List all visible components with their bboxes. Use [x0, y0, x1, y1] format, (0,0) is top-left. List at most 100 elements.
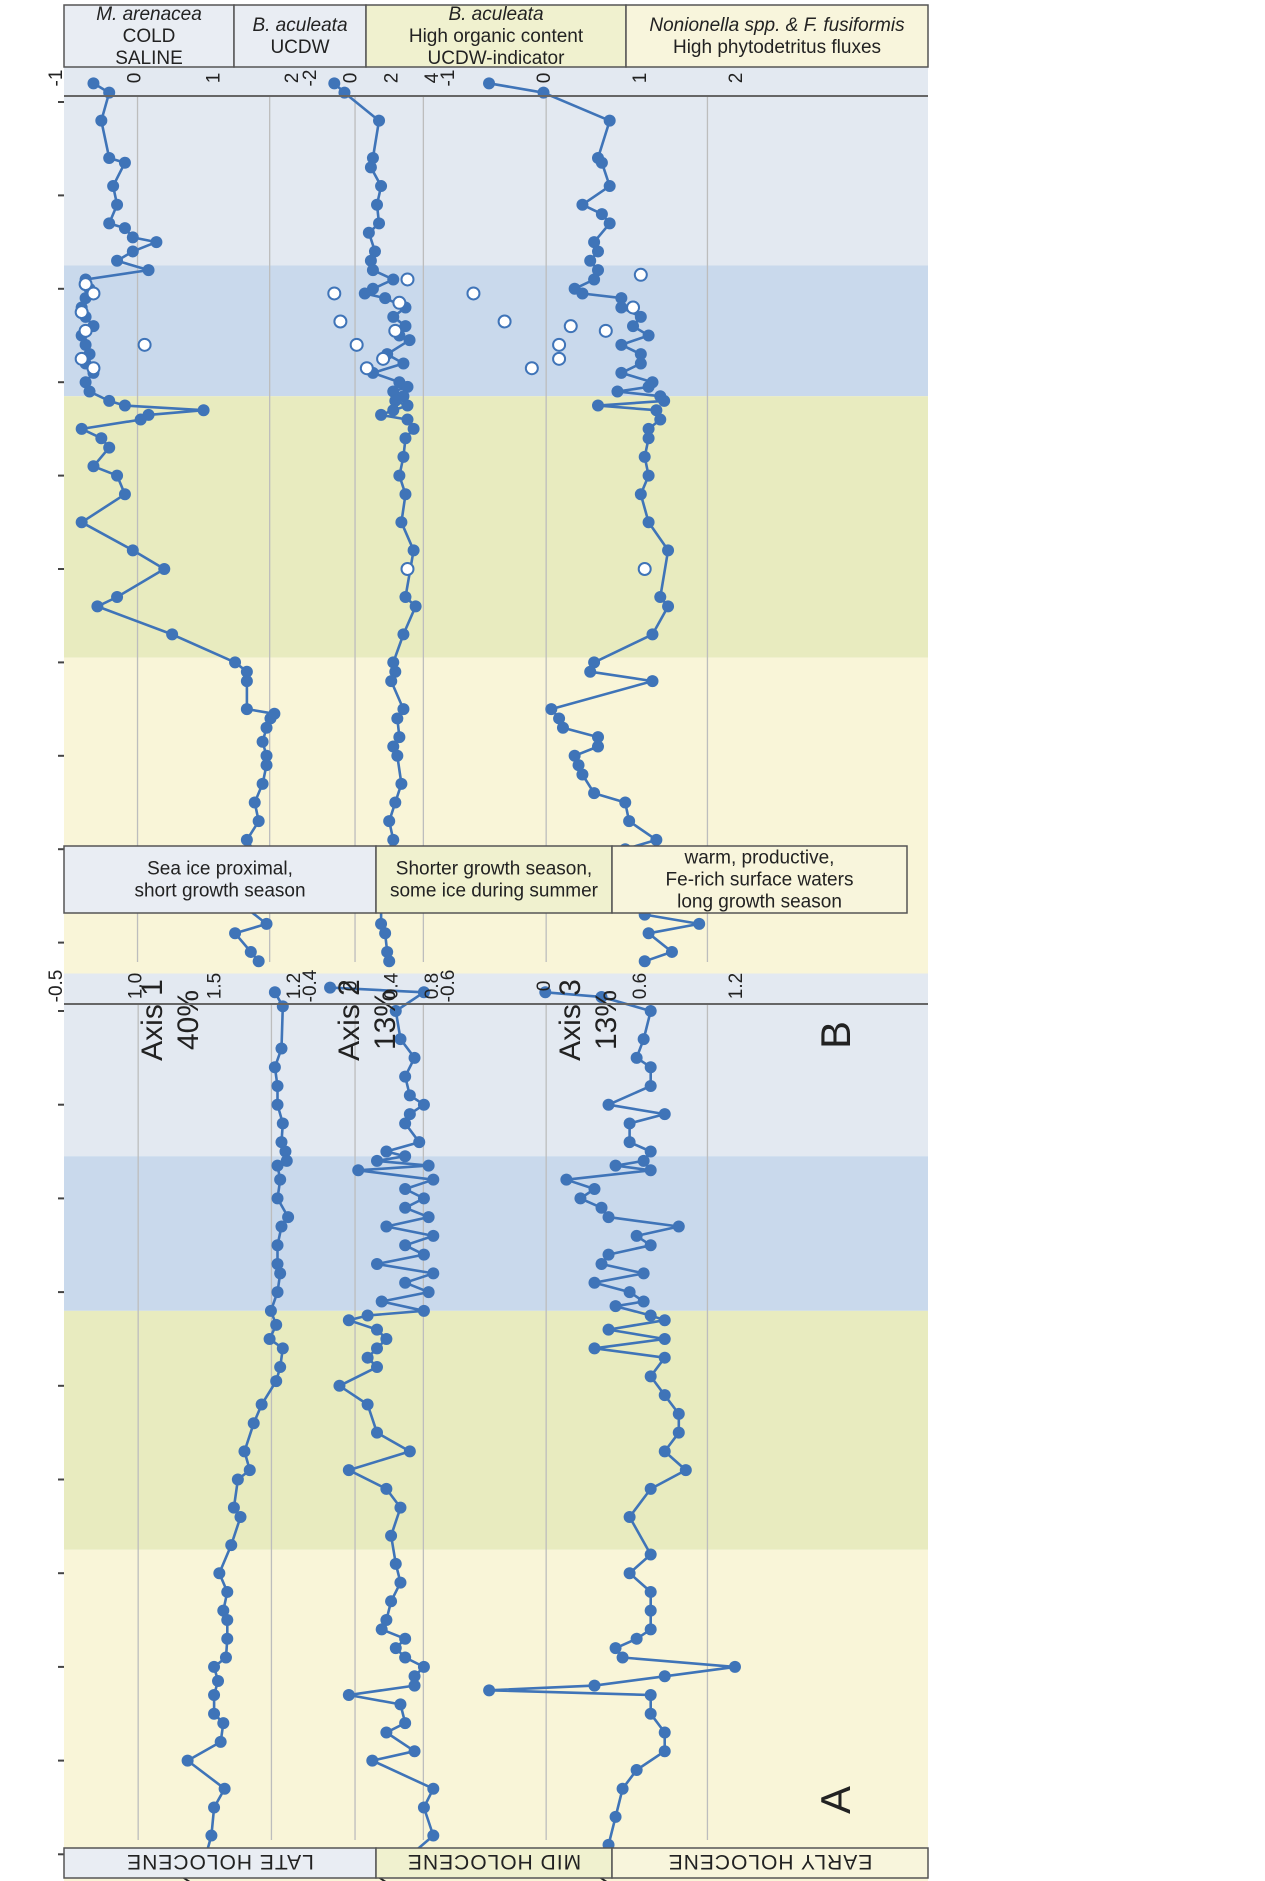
value-tick-label: 1.2 [726, 973, 747, 999]
open-data-point [86, 361, 101, 376]
data-point [364, 161, 377, 174]
data-point [417, 986, 430, 999]
data-point [213, 1567, 226, 1580]
open-data-point [74, 351, 89, 366]
series-label: Axis 2 [333, 979, 366, 1061]
data-point [214, 1735, 227, 1748]
data-point [368, 245, 381, 258]
data-point [399, 1239, 412, 1252]
data-point [389, 665, 402, 678]
panel-A-zone-fill [64, 1310, 928, 1550]
data-point [375, 408, 388, 421]
data-point [637, 1267, 650, 1280]
data-point [75, 422, 88, 435]
data-point [638, 450, 651, 463]
data-point [539, 986, 552, 999]
data-point [644, 1239, 657, 1252]
data-point [592, 264, 604, 277]
data-point [383, 815, 396, 828]
data-point [672, 1220, 685, 1233]
data-point [380, 1332, 393, 1345]
data-point [630, 1229, 643, 1242]
data-point [545, 703, 558, 716]
open-data-point [388, 323, 403, 338]
data-point [387, 385, 400, 398]
value-ticks: -2 0 2 4 [300, 70, 443, 87]
data-point [394, 1033, 407, 1046]
data-point [588, 1183, 601, 1196]
data-point [658, 1445, 671, 1458]
data-point [623, 1510, 636, 1523]
data-point [362, 226, 375, 239]
data-point [422, 1211, 435, 1224]
data-point [373, 217, 386, 230]
data-point [662, 544, 675, 557]
data-point [623, 815, 636, 828]
data-point [118, 488, 131, 501]
data-point [592, 740, 604, 753]
data-point [87, 460, 100, 473]
data-point [244, 945, 257, 958]
series-layer [74, 77, 741, 1870]
data-point [387, 310, 400, 323]
data-point [401, 413, 414, 426]
data-point [427, 1267, 440, 1280]
data-point [619, 796, 632, 809]
zone-box-cell [63, 845, 377, 914]
data-point [240, 675, 253, 688]
data-point [271, 1257, 284, 1270]
panel-A-zone-box: Sea ice proximal,short growth season Shor… [63, 845, 908, 914]
data-point [399, 1070, 412, 1083]
data-point [391, 749, 404, 762]
open-data-point [524, 361, 539, 376]
data-point [394, 1576, 407, 1589]
data-point [221, 1614, 234, 1627]
data-point [271, 1286, 284, 1299]
data-point [282, 1211, 295, 1224]
panel-A-series [181, 981, 741, 1870]
data-point [399, 1201, 412, 1214]
data-point [240, 703, 253, 716]
data-point [595, 990, 608, 1003]
data-point [417, 1660, 430, 1673]
data-point [361, 1351, 374, 1364]
open-data-point [392, 295, 407, 310]
series-label: Axis 1 [136, 979, 169, 1061]
data-point [342, 1689, 355, 1702]
data-point [654, 413, 667, 426]
data-point [342, 1314, 355, 1327]
data-point [658, 1351, 671, 1364]
data-point [409, 600, 422, 613]
data-point [103, 441, 116, 454]
data-point [324, 981, 337, 994]
data-point [560, 1173, 573, 1186]
data-point [103, 152, 116, 165]
data-point [380, 1726, 393, 1739]
open-data-point [400, 272, 415, 287]
zone-label-text: short growth season [134, 881, 305, 902]
open-data-point [359, 361, 374, 376]
data-point [658, 1670, 671, 1683]
data-point [276, 1117, 289, 1130]
data-point [276, 1342, 289, 1355]
data-point [611, 385, 624, 398]
zone-label-text: B. aculeata [252, 15, 347, 36]
data-point [166, 628, 179, 641]
data-point [407, 544, 420, 557]
data-point [403, 1108, 416, 1121]
data-point [623, 1286, 636, 1299]
series-percent: 13% [369, 990, 402, 1050]
zone-label-text: Sea ice proximal, [147, 859, 293, 880]
data-point [375, 180, 388, 193]
data-point [83, 385, 96, 398]
data-point [642, 927, 655, 940]
data-point [615, 338, 628, 351]
data-point [644, 1482, 657, 1495]
data-point [576, 198, 589, 211]
data-point [658, 1314, 671, 1327]
zone-label-text: M. arenacea [96, 4, 202, 25]
data-point [389, 1557, 402, 1570]
data-point [328, 77, 341, 90]
zone-box-cell [365, 4, 627, 68]
data-point [252, 815, 265, 828]
